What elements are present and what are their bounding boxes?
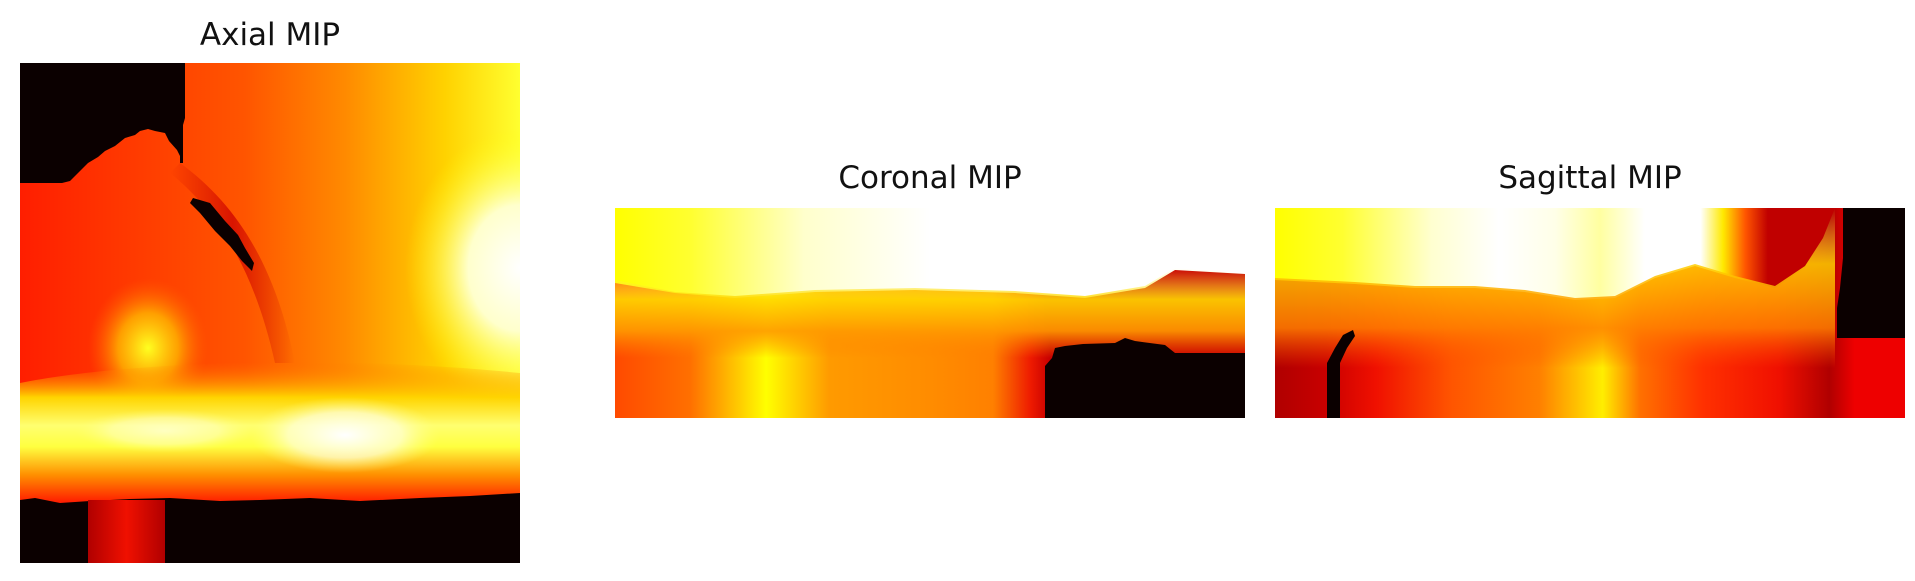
axial-mip-image [20,63,520,563]
axial-mip-title: Axial MIP [199,17,341,53]
coronal-mip-title: Coronal MIP [838,160,1022,196]
coronal-mip-image [615,208,1245,418]
sagittal-mip-image [1275,208,1905,418]
sagittal-mip-title: Sagittal MIP [1498,160,1682,196]
